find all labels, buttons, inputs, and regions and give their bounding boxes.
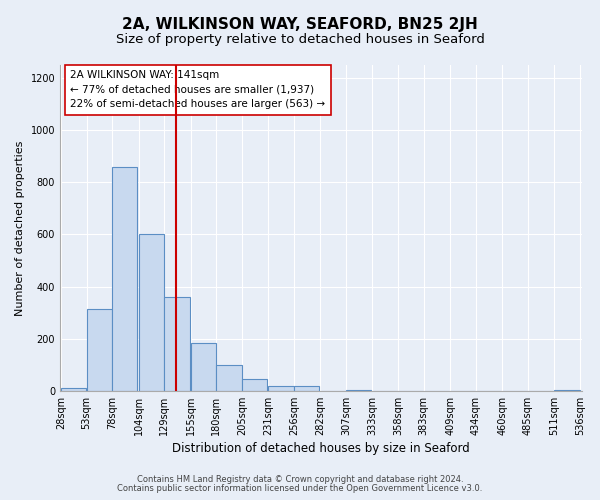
Text: 2A WILKINSON WAY: 141sqm
← 77% of detached houses are smaller (1,937)
22% of sem: 2A WILKINSON WAY: 141sqm ← 77% of detach… <box>70 70 326 110</box>
X-axis label: Distribution of detached houses by size in Seaford: Distribution of detached houses by size … <box>172 442 470 455</box>
Bar <box>294 386 319 391</box>
Bar <box>164 297 190 391</box>
Bar <box>242 379 267 391</box>
Text: Size of property relative to detached houses in Seaford: Size of property relative to detached ho… <box>116 32 484 46</box>
Bar <box>61 388 86 391</box>
Text: 2A, WILKINSON WAY, SEAFORD, BN25 2JH: 2A, WILKINSON WAY, SEAFORD, BN25 2JH <box>122 18 478 32</box>
Bar <box>112 166 137 391</box>
Bar <box>346 390 371 391</box>
Text: Contains public sector information licensed under the Open Government Licence v3: Contains public sector information licen… <box>118 484 482 493</box>
Bar <box>217 365 242 391</box>
Text: Contains HM Land Registry data © Crown copyright and database right 2024.: Contains HM Land Registry data © Crown c… <box>137 475 463 484</box>
Bar <box>268 386 294 391</box>
Y-axis label: Number of detached properties: Number of detached properties <box>15 140 25 316</box>
Bar <box>191 342 216 391</box>
Bar <box>139 234 164 391</box>
Bar <box>554 390 580 391</box>
Bar <box>87 308 112 391</box>
